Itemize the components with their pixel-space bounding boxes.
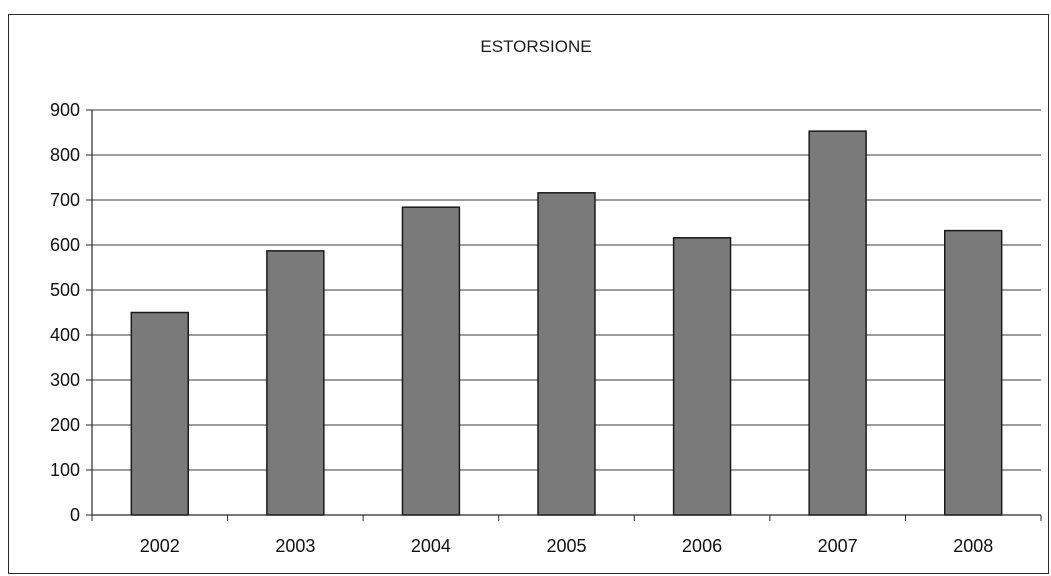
bar-2003 bbox=[266, 250, 325, 516]
y-tick-label: 900 bbox=[50, 100, 80, 120]
bar-2002 bbox=[130, 311, 190, 516]
bars bbox=[130, 130, 1003, 516]
y-tick-label: 300 bbox=[50, 370, 80, 390]
y-tick-label: 200 bbox=[50, 415, 80, 435]
y-tick-label: 700 bbox=[50, 190, 80, 210]
axes bbox=[86, 109, 1042, 521]
x-tick-label: 2007 bbox=[818, 536, 858, 556]
y-tick-labels: 0 100 200 300 400 500 600 700 800 900 bbox=[50, 100, 80, 525]
chart-title: ESTORSIONE bbox=[480, 37, 591, 56]
x-tick-label: 2004 bbox=[411, 536, 451, 556]
y-tick-label: 0 bbox=[70, 505, 80, 525]
x-tick-label: 2003 bbox=[275, 536, 315, 556]
bar-2004 bbox=[401, 206, 461, 516]
x-tick-label: 2008 bbox=[953, 536, 993, 556]
x-tick-label: 2005 bbox=[546, 536, 586, 556]
x-tick-labels: 2002 2003 2004 2005 2006 2007 2008 bbox=[140, 536, 993, 556]
x-tick-label: 2006 bbox=[682, 536, 722, 556]
x-tick-label: 2002 bbox=[140, 536, 180, 556]
y-tick-label: 100 bbox=[50, 460, 80, 480]
y-tick-label: 500 bbox=[50, 280, 80, 300]
bar-2005 bbox=[537, 192, 596, 516]
bar-2007 bbox=[808, 130, 867, 516]
y-tick-label: 800 bbox=[50, 145, 80, 165]
bar-2006 bbox=[672, 237, 732, 516]
y-tick-label: 600 bbox=[50, 235, 80, 255]
bar-2008 bbox=[943, 229, 1003, 516]
y-tick-label: 400 bbox=[50, 325, 80, 345]
